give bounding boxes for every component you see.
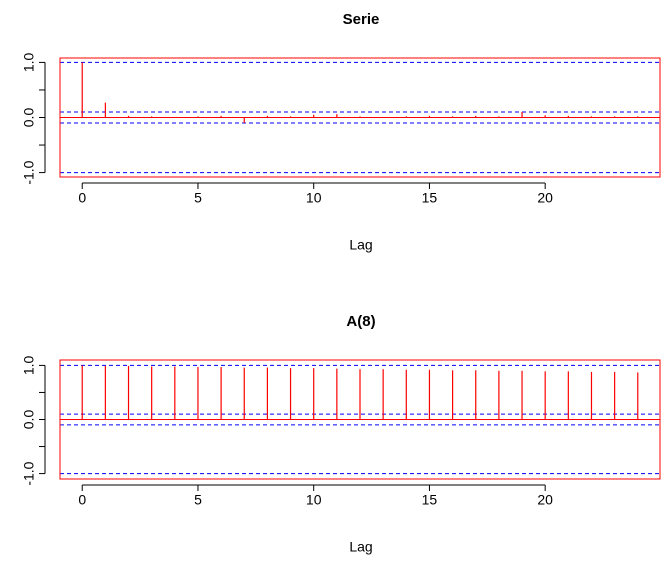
x-tick-label: 5: [194, 190, 202, 206]
y-tick-label: 0.0: [21, 108, 37, 128]
x-tick-label: 5: [194, 492, 202, 508]
x-tick-label: 20: [537, 190, 553, 206]
x-axis-label: Lag: [349, 539, 372, 555]
x-tick-label: 0: [78, 190, 86, 206]
x-tick-label: 20: [537, 492, 553, 508]
plot-frame: [59, 359, 661, 480]
y-tick-label: 1.0: [21, 52, 37, 72]
x-axis-label: Lag: [349, 237, 372, 253]
y-tick-label: -1.0: [21, 160, 37, 184]
x-tick-label: 15: [422, 190, 438, 206]
x-tick-label: 10: [306, 492, 322, 508]
y-tick-label: -1.0: [21, 461, 37, 485]
y-tick-label: 1.0: [21, 355, 37, 375]
x-tick-label: 0: [78, 492, 86, 508]
y-tick-label: 0.0: [21, 410, 37, 430]
chart-title: Serie: [343, 11, 380, 28]
chart-title: A(8): [346, 313, 375, 330]
x-tick-label: 10: [306, 190, 322, 206]
x-tick-label: 15: [422, 492, 438, 508]
plot-frame: [59, 57, 661, 178]
